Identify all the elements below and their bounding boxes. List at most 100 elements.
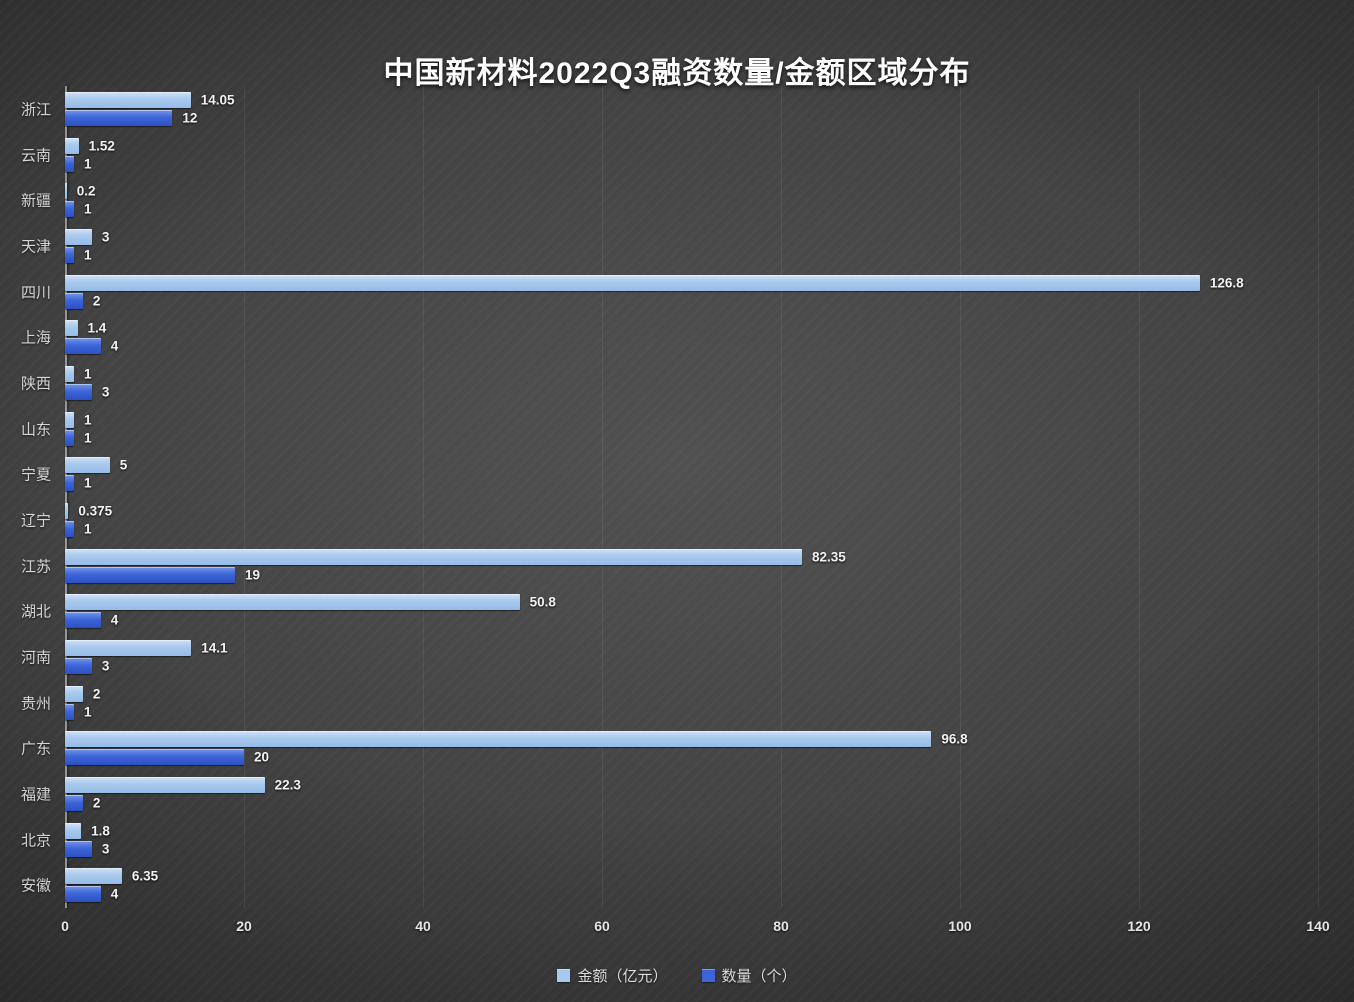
category-row: 山东 1 1 [21,406,1318,452]
gridline [781,86,782,908]
gridline [602,86,603,908]
category-label: 安徽 [20,877,51,895]
bar-line: 2 [65,794,1318,811]
value-label: 50.8 [529,594,556,610]
count-bar [65,703,74,720]
bar-line: 1.52 [65,137,1318,154]
count-bar [65,155,74,172]
count-bar [65,292,83,309]
category-label: 宁夏 [20,466,51,484]
value-label: 2 [92,293,101,309]
bar-line: 14.05 [65,91,1318,108]
amount-bar [65,548,803,565]
bar-line: 3 [65,228,1318,245]
bar-line: 1 [65,475,1318,492]
value-label: 5 [119,457,128,473]
value-label: 1 [83,156,92,171]
bar-line: 1 [65,246,1318,263]
amount-bar [65,502,69,519]
bar-line: 12 [65,109,1318,126]
bar-line: 1 [65,201,1318,218]
category-label: 福建 [20,786,51,804]
amount-bar [65,594,520,611]
category-row: 北京 1.8 3 [21,817,1318,863]
bar-line: 4 [65,612,1318,629]
bar-line: 1 [65,155,1318,172]
category-row: 河南 14.1 3 [21,634,1318,680]
category-label: 湖北 [20,603,51,621]
amount-bar [65,822,82,839]
legend: 金额（亿元） 数量（个） [0,965,1354,986]
category-label: 北京 [20,832,51,850]
value-label: 4 [110,886,119,902]
value-label: 1.8 [91,823,110,839]
value-label: 3 [101,658,110,674]
count-bar [65,657,92,674]
value-label: 6.35 [131,868,159,884]
x-tick-label: 120 [1127,918,1151,934]
category-label: 河南 [20,649,51,667]
bar-line: 6.35 [65,868,1318,885]
x-tick-label: 40 [415,918,431,934]
legend-label: 金额（亿元） [577,968,668,985]
category-label: 陕西 [20,375,51,393]
amount-bar [65,183,67,200]
value-label: 0.2 [76,183,96,199]
value-label: 22.3 [274,777,301,793]
x-tick-label: 80 [773,918,789,934]
count-bar [65,794,83,811]
legend-swatch-icon [701,969,715,982]
category-row: 宁夏 5 1 [21,451,1318,497]
value-label: 2 [92,795,101,811]
value-label: 1 [83,247,92,263]
count-bar [65,520,74,537]
category-row: 江苏 82.35 19 [21,543,1318,589]
category-label: 浙江 [20,101,51,119]
bar-line: 1 [65,429,1318,446]
count-bar [65,383,92,400]
count-bar [65,109,173,126]
bar-rows: 浙江 14.05 12 云南 1.52 1 新疆 0.2 1 天津 3 1 四川 126.8 2 上海 1.4 4… [21,86,1318,908]
amount-bar [65,320,78,337]
value-label: 1 [83,704,92,720]
x-tick-label: 20 [236,918,252,934]
value-label: 20 [253,749,270,765]
bar-line: 50.8 [65,594,1318,611]
chart-title: 中国新材料2022Q3融资数量/金额区域分布 [383,57,971,90]
category-label: 云南 [20,147,51,164]
category-label: 贵州 [20,695,51,713]
bar-line: 20 [65,749,1318,766]
value-label: 96.8 [941,731,968,747]
bar-line: 0.375 [65,502,1318,519]
value-label: 19 [245,567,261,583]
category-label: 天津 [20,238,51,256]
amount-bar [65,685,83,702]
count-bar [65,886,101,903]
value-label: 4 [110,338,119,354]
bar-line: 22.3 [65,776,1318,793]
bar-line: 19 [65,566,1318,583]
bar-line: 126.8 [65,274,1318,291]
gridline [244,86,245,908]
amount-bar [65,228,92,245]
bar-line: 1.8 [65,822,1318,839]
count-bar [65,612,101,629]
value-label: 82.35 [812,549,846,565]
legend-item: 数量（个） [701,965,797,986]
bar-line: 3 [65,840,1318,857]
count-bar [65,840,92,857]
category-row: 陕西 1 3 [21,360,1318,406]
bar-line: 1 [65,703,1318,720]
bar-line: 14.1 [65,639,1318,656]
bar-line: 3 [65,657,1318,674]
value-label: 12 [182,110,198,126]
category-label: 辽宁 [20,512,51,530]
bar-line: 5 [65,457,1318,474]
legend-label: 数量（个） [721,968,797,985]
value-label: 1 [83,412,92,428]
category-label: 广东 [20,740,51,758]
value-label: 1.4 [87,320,107,336]
value-label: 1 [83,201,92,217]
category-row: 福建 22.3 2 [21,771,1318,817]
